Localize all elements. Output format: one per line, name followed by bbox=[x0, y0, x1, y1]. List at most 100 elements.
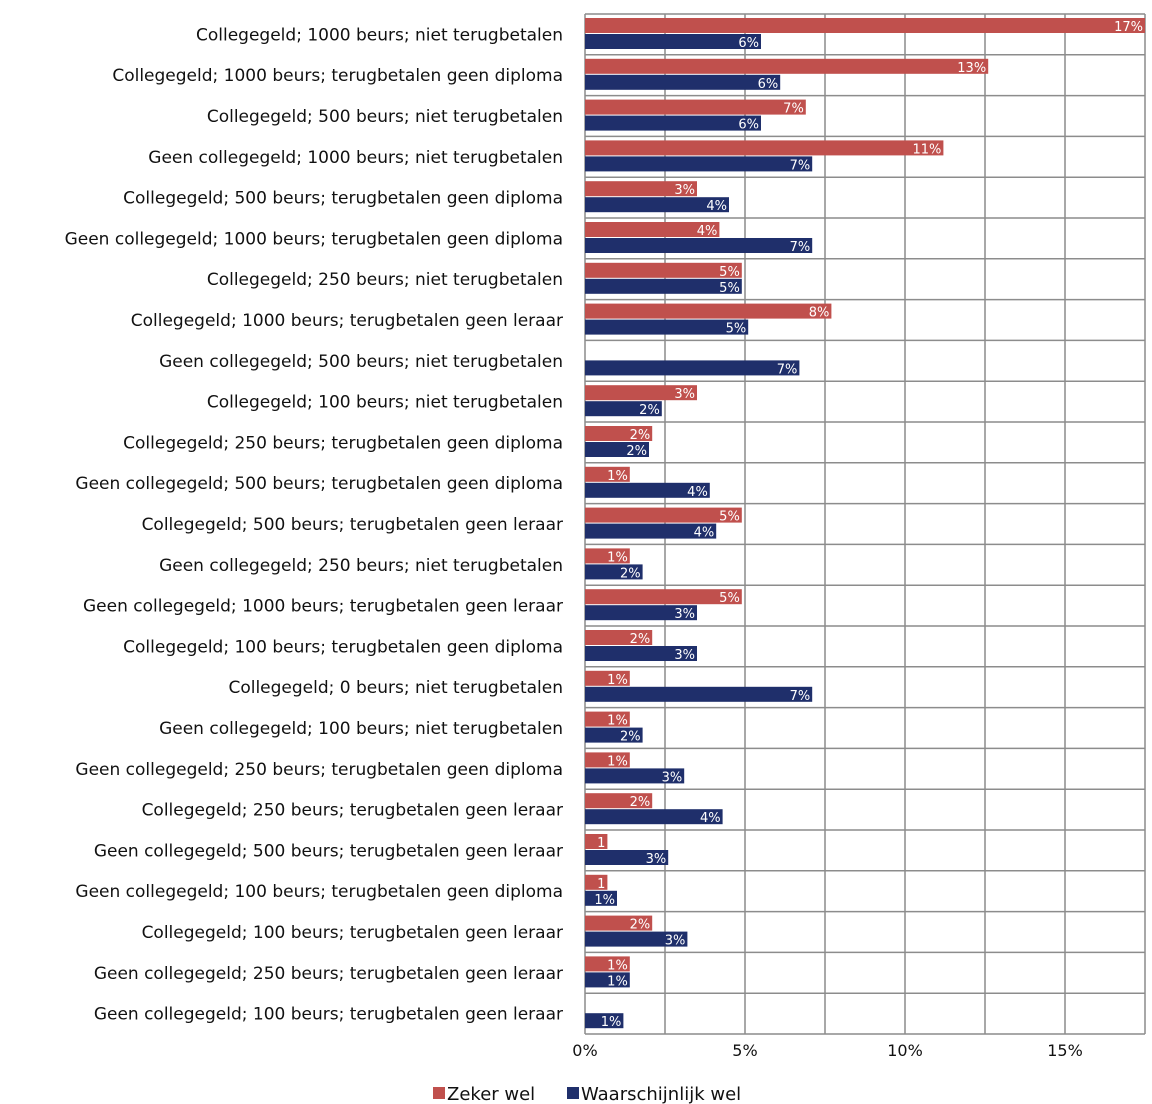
bars-layer bbox=[585, 18, 1145, 1029]
bar-zeker-wel bbox=[585, 385, 697, 401]
bar-zeker-wel bbox=[585, 466, 630, 482]
category-label: Collegegeld; 1000 beurs; terugbetalen ge… bbox=[131, 311, 563, 331]
data-label: 8% bbox=[809, 306, 830, 321]
grid-layer bbox=[584, 13, 1146, 1035]
category-label: Collegegeld; 100 beurs; terugbetalen gee… bbox=[123, 637, 563, 657]
x-tick-label: 5% bbox=[732, 1041, 757, 1060]
bar-waarschijnlijk-wel bbox=[585, 890, 617, 906]
data-label: 1% bbox=[594, 893, 615, 908]
legend: Zeker wel Waarschijnlijk wel bbox=[433, 1084, 741, 1104]
bar-zeker-wel bbox=[585, 58, 989, 74]
data-label: 17% bbox=[1114, 20, 1143, 35]
data-label: 5% bbox=[719, 265, 740, 280]
bar-zeker-wel bbox=[585, 711, 630, 727]
data-label: 5% bbox=[719, 510, 740, 525]
data-label: 1% bbox=[607, 469, 628, 484]
category-label: Geen collegegeld; 100 beurs; terugbetale… bbox=[75, 882, 563, 902]
legend-swatch-zeker-wel bbox=[433, 1087, 445, 1099]
x-tick-label: 0% bbox=[572, 1041, 597, 1060]
category-label: Geen collegegeld; 1000 beurs; terugbetal… bbox=[83, 597, 563, 617]
category-label: Collegegeld; 500 beurs; terugbetalen gee… bbox=[123, 189, 563, 209]
bar-waarschijnlijk-wel bbox=[585, 238, 813, 253]
data-label: 5% bbox=[719, 591, 740, 606]
category-label: Geen collegegeld; 250 beurs; terugbetale… bbox=[94, 964, 563, 984]
bar-waarschijnlijk-wel bbox=[585, 442, 649, 457]
x-tick-label: 10% bbox=[887, 1041, 923, 1060]
bar-waarschijnlijk-wel bbox=[585, 727, 643, 743]
bar-waarschijnlijk-wel bbox=[585, 768, 685, 784]
category-label: Geen collegegeld; 250 beurs; niet terugb… bbox=[159, 556, 563, 576]
bar-waarschijnlijk-wel bbox=[585, 197, 729, 213]
category-label: Collegegeld; 1000 beurs; niet terugbetal… bbox=[196, 25, 563, 45]
data-label: 7% bbox=[777, 362, 798, 377]
data-label: 1% bbox=[607, 754, 628, 769]
category-label: Collegegeld; 500 beurs; terugbetalen gee… bbox=[142, 515, 563, 535]
data-label: 7% bbox=[790, 689, 811, 704]
bar-zeker-wel bbox=[585, 874, 608, 890]
bar-waarschijnlijk-wel bbox=[585, 809, 723, 825]
data-label: 11% bbox=[912, 142, 941, 157]
data-label: 3% bbox=[674, 607, 695, 622]
bar-waarschijnlijk-wel bbox=[585, 605, 697, 621]
data-label: 1 bbox=[597, 877, 605, 892]
data-label: 2% bbox=[630, 918, 651, 933]
data-label: 6% bbox=[738, 36, 759, 51]
bar-zeker-wel bbox=[585, 262, 742, 278]
data-label: 2% bbox=[630, 428, 651, 443]
data-label: 4% bbox=[694, 526, 715, 541]
data-label: 2% bbox=[630, 795, 651, 810]
category-label: Geen collegegeld; 100 beurs; niet terugb… bbox=[159, 719, 563, 739]
data-label: 1% bbox=[607, 550, 628, 565]
category-label: Collegegeld; 100 beurs; niet terugbetale… bbox=[207, 393, 563, 413]
bar-zeker-wel bbox=[585, 793, 653, 809]
bar-waarschijnlijk-wel bbox=[585, 360, 800, 376]
data-label: 2% bbox=[620, 730, 641, 745]
data-label: 4% bbox=[700, 811, 721, 826]
data-label: 7% bbox=[790, 158, 811, 173]
bar-waarschijnlijk-wel bbox=[585, 74, 781, 90]
bar-waarschijnlijk-wel bbox=[585, 34, 761, 49]
data-label: 6% bbox=[738, 118, 759, 133]
bar-zeker-wel bbox=[585, 99, 806, 115]
bar-zeker-wel bbox=[585, 222, 720, 237]
bar-waarschijnlijk-wel bbox=[585, 278, 742, 294]
bar-waarschijnlijk-wel bbox=[585, 1013, 624, 1029]
data-label: 1% bbox=[607, 673, 628, 688]
data-label: 3% bbox=[662, 770, 683, 785]
category-label: Geen collegegeld; 500 beurs; terugbetale… bbox=[75, 474, 563, 494]
bar-zeker-wel bbox=[585, 548, 630, 564]
data-label: 3% bbox=[665, 934, 686, 949]
data-label: 13% bbox=[957, 61, 986, 76]
axis-layer: Collegegeld; 1000 beurs; niet terugbetal… bbox=[65, 25, 1083, 1060]
data-label: 2% bbox=[639, 403, 660, 418]
data-label: 4% bbox=[697, 224, 718, 239]
category-label: Collegegeld; 100 beurs; terugbetalen gee… bbox=[142, 923, 563, 943]
legend-swatch-waarschijnlijk-wel bbox=[567, 1087, 579, 1099]
category-label: Collegegeld; 250 beurs; terugbetalen gee… bbox=[123, 433, 563, 453]
bar-waarschijnlijk-wel bbox=[585, 564, 643, 580]
data-label: 3% bbox=[674, 387, 695, 402]
bar-waarschijnlijk-wel bbox=[585, 401, 662, 417]
labels-layer: 17%13%7%11%3%4%5%8%3%2%1%5%1%5%2%1%1%1%2… bbox=[594, 20, 1143, 1030]
bar-zeker-wel bbox=[585, 589, 742, 605]
bar-waarschijnlijk-wel bbox=[585, 156, 813, 172]
category-label: Geen collegegeld; 1000 beurs; niet terug… bbox=[148, 148, 563, 168]
data-label: 1% bbox=[607, 974, 628, 989]
data-label: 6% bbox=[758, 77, 779, 92]
category-label: Collegegeld; 0 beurs; niet terugbetalen bbox=[228, 678, 563, 698]
bar-waarschijnlijk-wel bbox=[585, 686, 813, 702]
bar-waarschijnlijk-wel bbox=[585, 850, 669, 865]
data-label: 3% bbox=[674, 648, 695, 663]
bar-zeker-wel bbox=[585, 915, 653, 931]
bar-zeker-wel bbox=[585, 670, 630, 686]
bar-zeker-wel bbox=[585, 181, 697, 197]
data-label: 4% bbox=[706, 199, 727, 214]
legend-label-zeker-wel: Zeker wel bbox=[447, 1084, 535, 1104]
bar-waarschijnlijk-wel bbox=[585, 523, 717, 539]
bar-waarschijnlijk-wel bbox=[585, 482, 710, 498]
data-label: 1% bbox=[607, 958, 628, 973]
bar-waarschijnlijk-wel bbox=[585, 646, 697, 661]
data-label: 1% bbox=[601, 1015, 622, 1030]
category-label: Collegegeld; 1000 beurs; terugbetalen ge… bbox=[112, 66, 563, 86]
